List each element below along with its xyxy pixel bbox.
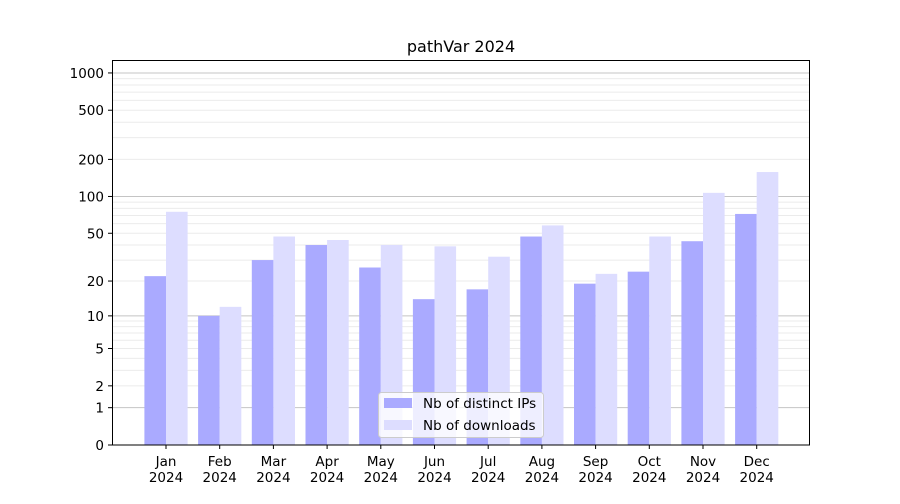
bar-distinct-ips <box>627 271 650 445</box>
y-tick-label: 500 <box>78 103 104 119</box>
x-tick-label-month: May <box>367 454 395 470</box>
x-tick-label-year: 2024 <box>364 470 398 486</box>
y-tick-label: 1 <box>95 401 104 417</box>
x-tick-label-month: Nov <box>690 454 716 470</box>
x-tick-label-month: Dec <box>744 454 770 470</box>
x-tick-label-year: 2024 <box>417 470 451 486</box>
x-tick-label-month: Aug <box>529 454 555 470</box>
x-axis: Jan2024Feb2024Mar2024Apr2024May2024Jun20… <box>149 445 774 486</box>
x-tick-label-month: Oct <box>638 454 661 470</box>
bar-distinct-ips <box>144 276 166 445</box>
x-tick-label-month: Jan <box>155 454 177 470</box>
bar-downloads <box>703 192 725 445</box>
bar-distinct-ips <box>198 315 220 445</box>
y-axis: 0 1 2 5 10 20 50 100 200 500 1000 <box>70 66 112 454</box>
legend-label-ips: Nb of distinct IPs <box>423 396 536 412</box>
x-tick-label-year: 2024 <box>471 470 505 486</box>
y-tick-label: 50 <box>87 226 104 242</box>
x-tick-label-year: 2024 <box>632 470 666 486</box>
x-tick-label-year: 2024 <box>740 470 774 486</box>
y-tick-label: 0 <box>95 438 104 454</box>
x-tick-label-month: Feb <box>208 454 232 470</box>
y-tick-label: 200 <box>78 152 104 168</box>
chart-title: pathVar 2024 <box>407 37 515 56</box>
x-tick-label-year: 2024 <box>578 470 612 486</box>
y-tick-label: 1000 <box>70 66 104 82</box>
bar-downloads <box>219 306 242 445</box>
x-tick-label-year: 2024 <box>525 470 559 486</box>
y-tick-label: 100 <box>78 189 104 205</box>
x-tick-label-month: Mar <box>261 454 287 470</box>
bar-downloads <box>166 211 188 445</box>
x-tick-label-month: Jun <box>423 454 445 470</box>
x-tick-label-year: 2024 <box>686 470 720 486</box>
x-tick-label-month: Sep <box>583 454 608 470</box>
x-tick-label-year: 2024 <box>149 470 183 486</box>
bars <box>144 172 779 445</box>
bar-distinct-ips <box>359 267 381 445</box>
x-tick-label-year: 2024 <box>310 470 344 486</box>
bar-downloads <box>541 225 564 445</box>
legend-swatch-downloads <box>384 420 412 430</box>
x-tick-label-month: Apr <box>315 454 339 470</box>
bar-downloads <box>649 236 671 445</box>
x-tick-label-year: 2024 <box>256 470 290 486</box>
bar-distinct-ips <box>681 241 703 445</box>
bar-distinct-ips <box>735 213 757 445</box>
plot-frame <box>112 60 810 446</box>
bar-distinct-ips <box>251 260 274 445</box>
y-tick-label: 2 <box>95 379 104 395</box>
x-tick-label-month: Jul <box>479 454 496 470</box>
legend: Nb of distinct IPs Nb of downloads <box>378 392 544 438</box>
legend-swatch-ips <box>384 398 412 408</box>
legend-box <box>378 392 544 438</box>
bar-downloads <box>327 240 349 445</box>
bar-distinct-ips <box>574 283 596 445</box>
bar-distinct-ips <box>305 245 328 445</box>
x-tick-label-year: 2024 <box>203 470 237 486</box>
y-tick-label: 10 <box>87 309 104 325</box>
legend-label-downloads: Nb of downloads <box>423 418 536 434</box>
y-tick-label: 20 <box>87 274 104 290</box>
y-tick-label: 5 <box>95 342 104 358</box>
bar-downloads <box>595 273 618 445</box>
bar-downloads <box>756 172 779 445</box>
bar-downloads <box>273 236 295 445</box>
